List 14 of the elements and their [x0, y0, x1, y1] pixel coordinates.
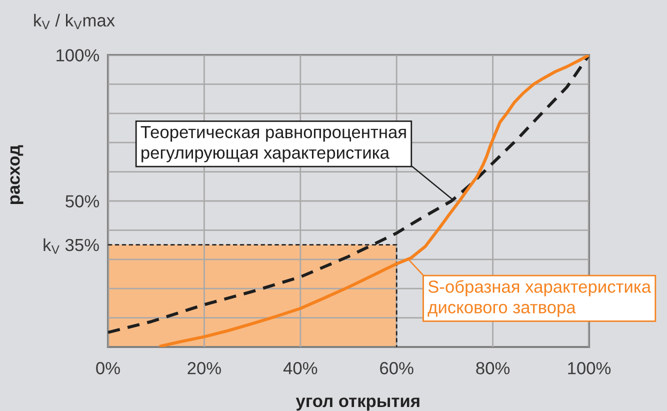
y-tick-label: 100%	[56, 49, 100, 62]
x-tick-label: 0%	[96, 362, 120, 374]
legend-label: S-образная характеристика дискового затвора	[428, 280, 652, 317]
x-tick-label: 80%	[476, 362, 510, 374]
y-tick-label: k$_{V}$ 35%	[44, 238, 99, 254]
x-tick-label: 60%	[380, 362, 414, 374]
x-tick-label: 40%	[283, 362, 318, 374]
x-tick-label: 20%	[188, 362, 221, 374]
y-axis-title: расход	[10, 145, 24, 204]
x-tick-label: 100%	[568, 362, 611, 374]
text: k$_{V}$ / k$_{V}$max	[34, 14, 115, 30]
text: Теоретическая равнопроцентная регулирующая характеристика	[140, 126, 406, 162]
y-tick-label: 50%	[66, 195, 100, 208]
x-axis-title: угол открытия	[296, 398, 420, 411]
